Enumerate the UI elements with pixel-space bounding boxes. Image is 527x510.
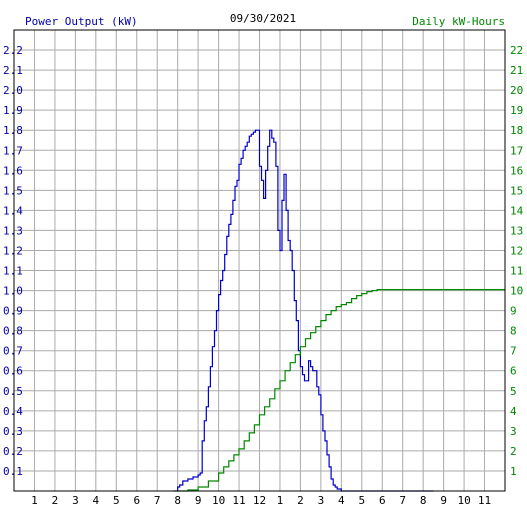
right-y-tick-label: 1 (510, 465, 517, 478)
x-ticks: 1 2 3 4 5 6 7 8 9 10 11 12 1 2 3 4 5 6 7 8 9 10 11 (31, 494, 491, 507)
left-y-tick-label: 0.8 (3, 325, 23, 338)
chart-title: 09/30/2021 (230, 12, 296, 25)
x-tick-label: 10 (212, 494, 225, 507)
x-tick-label: 9 (195, 494, 202, 507)
left-y-tick-label: 2.0 (3, 84, 23, 97)
grid (14, 30, 505, 491)
x-tick-label: 3 (72, 494, 79, 507)
right-y-tick-label: 5 (510, 385, 517, 398)
right-y-tick-label: 15 (510, 184, 523, 197)
left-y-tick-label: 0.1 (3, 465, 23, 478)
left-y-tick-label: 1.6 (3, 164, 23, 177)
left-y-tick-label: 1.4 (3, 204, 23, 217)
right-y-tick-label: 11 (510, 265, 523, 278)
right-y-tick-label: 2 (510, 445, 517, 458)
left-y-tick-label: 1.8 (3, 124, 23, 137)
right-y-tick-label: 20 (510, 84, 523, 97)
x-tick-label: 1 (277, 494, 284, 507)
left-y-tick-label: 1.2 (3, 244, 23, 257)
x-tick-label: 4 (93, 494, 100, 507)
x-tick-label: 2 (297, 494, 304, 507)
left-y-tick-label: 1.9 (3, 104, 23, 117)
x-tick-label: 7 (399, 494, 406, 507)
left-y-tick-label: 0.9 (3, 305, 23, 318)
left-y-tick-label: 0.2 (3, 445, 23, 458)
x-tick-label: 4 (338, 494, 345, 507)
x-tick-label: 11 (478, 494, 491, 507)
x-tick-label: 3 (318, 494, 325, 507)
right-y-tick-label: 21 (510, 64, 523, 77)
left-y-tick-label: 2.2 (3, 44, 23, 57)
right-y-tick-label: 13 (510, 224, 523, 237)
right-y-tick-label: 9 (510, 305, 517, 318)
right-y-tick-label: 6 (510, 365, 517, 378)
daily-kwh-line (177, 289, 505, 492)
left-axis-label: Power Output (kW) (25, 15, 138, 28)
left-y-ticks: 0.1 0.2 0.3 0.4 0.5 0.6 0.7 0.8 0.9 1.0 1.1 1.2 1.3 1… (3, 44, 23, 478)
x-tick-label: 1 (31, 494, 38, 507)
x-tick-label: 8 (174, 494, 181, 507)
x-tick-label: 12 (253, 494, 266, 507)
x-tick-label: 7 (154, 494, 161, 507)
left-y-tick-label: 0.6 (3, 365, 23, 378)
right-y-tick-label: 7 (510, 345, 517, 358)
left-y-tick-label: 1.1 (3, 265, 23, 278)
right-y-tick-label: 19 (510, 104, 523, 117)
x-tick-label: 2 (52, 494, 59, 507)
right-y-tick-label: 4 (510, 405, 517, 418)
left-y-tick-label: 0.7 (3, 345, 23, 358)
right-y-tick-label: 12 (510, 244, 523, 257)
right-y-tick-label: 10 (510, 285, 523, 298)
left-y-tick-label: 1.5 (3, 184, 23, 197)
plot-frame (13, 29, 506, 492)
right-y-tick-label: 22 (510, 44, 523, 57)
x-tick-label: 5 (113, 494, 120, 507)
right-y-tick-label: 8 (510, 325, 517, 338)
left-y-tick-label: 1.7 (3, 144, 23, 157)
left-y-tick-label: 2.1 (3, 64, 23, 77)
right-y-tick-label: 3 (510, 425, 517, 438)
left-y-tick-label: 1.0 (3, 285, 23, 298)
x-tick-label: 8 (420, 494, 427, 507)
left-y-tick-label: 0.5 (3, 385, 23, 398)
x-tick-label: 10 (457, 494, 470, 507)
right-y-tick-label: 17 (510, 144, 523, 157)
left-y-tick-label: 0.4 (3, 405, 23, 418)
x-tick-label: 9 (440, 494, 447, 507)
left-y-tick-label: 0.3 (3, 425, 23, 438)
right-axis-label: Daily kW-Hours (412, 15, 505, 28)
right-y-tick-label: 16 (510, 164, 523, 177)
x-tick-label: 6 (379, 494, 386, 507)
right-y-tick-label: 14 (510, 204, 524, 217)
x-tick-label: 6 (133, 494, 140, 507)
x-tick-label: 11 (232, 494, 245, 507)
right-y-tick-label: 18 (510, 124, 523, 137)
left-y-tick-label: 1.3 (3, 224, 23, 237)
x-tick-label: 5 (358, 494, 365, 507)
